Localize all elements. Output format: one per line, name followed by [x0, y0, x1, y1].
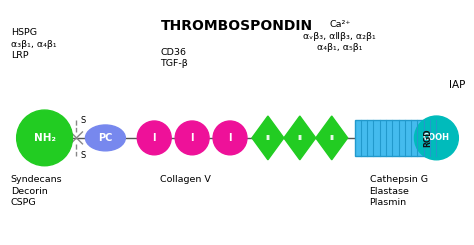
Text: Ca²⁺
αᵥβ₃, αⅡβ₃, α₂β₁
α₄β₁, α₅β₁: Ca²⁺ αᵥβ₃, αⅡβ₃, α₂β₁ α₄β₁, α₅β₁: [303, 20, 376, 52]
Text: RGD: RGD: [423, 129, 432, 147]
Ellipse shape: [175, 121, 209, 155]
Text: PC: PC: [98, 133, 112, 143]
FancyBboxPatch shape: [355, 120, 442, 156]
Ellipse shape: [414, 116, 458, 160]
Text: I: I: [228, 133, 232, 143]
Ellipse shape: [213, 121, 247, 155]
Polygon shape: [316, 116, 347, 160]
Text: S: S: [81, 151, 86, 160]
Ellipse shape: [137, 121, 171, 155]
Text: S: S: [81, 115, 86, 124]
Polygon shape: [284, 116, 316, 160]
Text: CD36
TGF-β: CD36 TGF-β: [160, 48, 188, 68]
Text: II: II: [297, 135, 302, 141]
Text: I: I: [191, 133, 194, 143]
Ellipse shape: [17, 110, 73, 166]
Text: Cathepsin G
Elastase
Plasmin: Cathepsin G Elastase Plasmin: [370, 175, 428, 207]
Text: COOH: COOH: [423, 134, 450, 142]
Text: IAP: IAP: [449, 80, 465, 90]
Text: Collagen V: Collagen V: [160, 175, 210, 184]
Text: II: II: [265, 135, 270, 141]
Text: HSPG
α₃β₁, α₄β₁
LRP: HSPG α₃β₁, α₄β₁ LRP: [11, 28, 56, 60]
Text: II: II: [329, 135, 334, 141]
Ellipse shape: [85, 125, 125, 151]
Text: Syndecans
Decorin
CSPG: Syndecans Decorin CSPG: [11, 175, 62, 207]
Text: THROMBOSPONDIN: THROMBOSPONDIN: [161, 19, 313, 33]
Text: NH₂: NH₂: [34, 133, 55, 143]
Polygon shape: [252, 116, 284, 160]
Text: I: I: [153, 133, 156, 143]
